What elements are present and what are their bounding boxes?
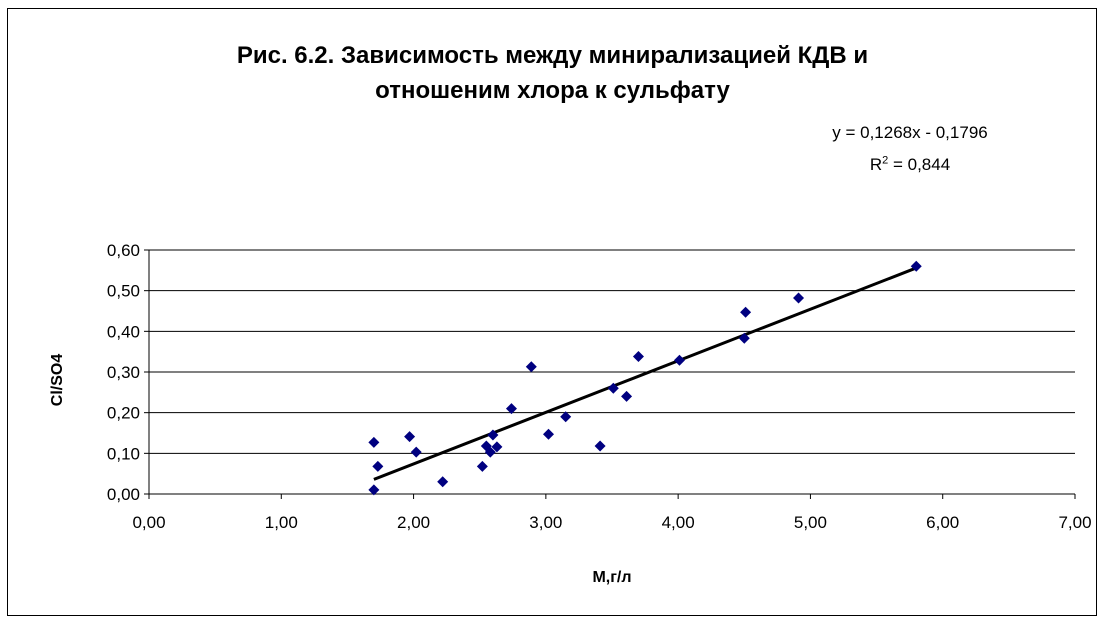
trendline-equation: y = 0,1268x - 0,1796 bbox=[832, 123, 988, 142]
chart-title: Рис. 6.2. Зависимость между минирализаци… bbox=[0, 38, 1105, 108]
y-tick-label: 0,00 bbox=[107, 485, 140, 504]
data-point bbox=[525, 361, 537, 373]
data-point bbox=[594, 440, 606, 452]
data-point bbox=[560, 411, 572, 423]
data-point bbox=[410, 446, 422, 458]
x-tick-label: 3,00 bbox=[529, 513, 562, 532]
data-point bbox=[632, 351, 644, 363]
data-point bbox=[673, 354, 685, 366]
y-tick-label: 0,20 bbox=[107, 404, 140, 423]
y-tick-label: 0,10 bbox=[107, 444, 140, 463]
data-point bbox=[793, 292, 805, 304]
chart-title-line-2: отношеним хлора к сульфату bbox=[375, 77, 730, 104]
y-axis-title: Cl/SO4 bbox=[49, 354, 66, 407]
r2-superscript: 2 bbox=[882, 154, 889, 167]
data-points bbox=[368, 260, 922, 496]
data-point bbox=[607, 382, 619, 394]
data-point bbox=[487, 429, 499, 441]
data-point bbox=[484, 446, 496, 458]
x-tick-labels: 0,00 1,00 2,00 3,00 4,00 5,00 6,00 7,00 bbox=[132, 513, 1091, 532]
y-tick-label: 0,30 bbox=[107, 363, 140, 382]
chart-frame bbox=[7, 8, 1097, 616]
x-tick-label: 1,00 bbox=[265, 513, 298, 532]
y-tick-label: 0,60 bbox=[107, 241, 140, 260]
axes bbox=[144, 249, 1076, 499]
trendline bbox=[373, 266, 917, 481]
data-point bbox=[437, 476, 449, 488]
data-point bbox=[621, 390, 633, 402]
trendline-r-squared: R2 = 0,844 bbox=[785, 155, 1035, 175]
y-gridlines bbox=[149, 249, 1075, 454]
data-point bbox=[404, 431, 416, 443]
x-tick-label: 4,00 bbox=[662, 513, 695, 532]
data-point bbox=[476, 460, 488, 472]
data-point bbox=[738, 332, 750, 344]
y-tick-labels: 0,00 0,10 0,20 0,30 0,40 0,50 0,60 bbox=[107, 241, 140, 504]
x-tick-label: 2,00 bbox=[397, 513, 430, 532]
data-point bbox=[491, 441, 503, 453]
r2-prefix: R bbox=[869, 155, 883, 174]
data-point bbox=[910, 260, 922, 272]
trendline-group bbox=[373, 266, 917, 481]
x-tick-label: 5,00 bbox=[794, 513, 827, 532]
data-point bbox=[740, 306, 752, 318]
x-tick-label: 7,00 bbox=[1058, 513, 1091, 532]
x-tick-label: 6,00 bbox=[926, 513, 959, 532]
y-tick-label: 0,50 bbox=[107, 282, 140, 301]
data-point bbox=[368, 436, 380, 448]
chart-title-line-1: Рис. 6.2. Зависимость между минирализаци… bbox=[236, 42, 869, 69]
data-point bbox=[543, 428, 555, 440]
x-tick-label: 0,00 bbox=[132, 513, 165, 532]
data-point bbox=[505, 403, 517, 415]
data-point bbox=[372, 460, 384, 472]
r2-value: = 0,844 bbox=[888, 155, 951, 174]
x-axis-title: М,г/л bbox=[592, 569, 631, 586]
y-tick-label: 0,40 bbox=[107, 322, 140, 341]
data-point bbox=[368, 484, 380, 496]
